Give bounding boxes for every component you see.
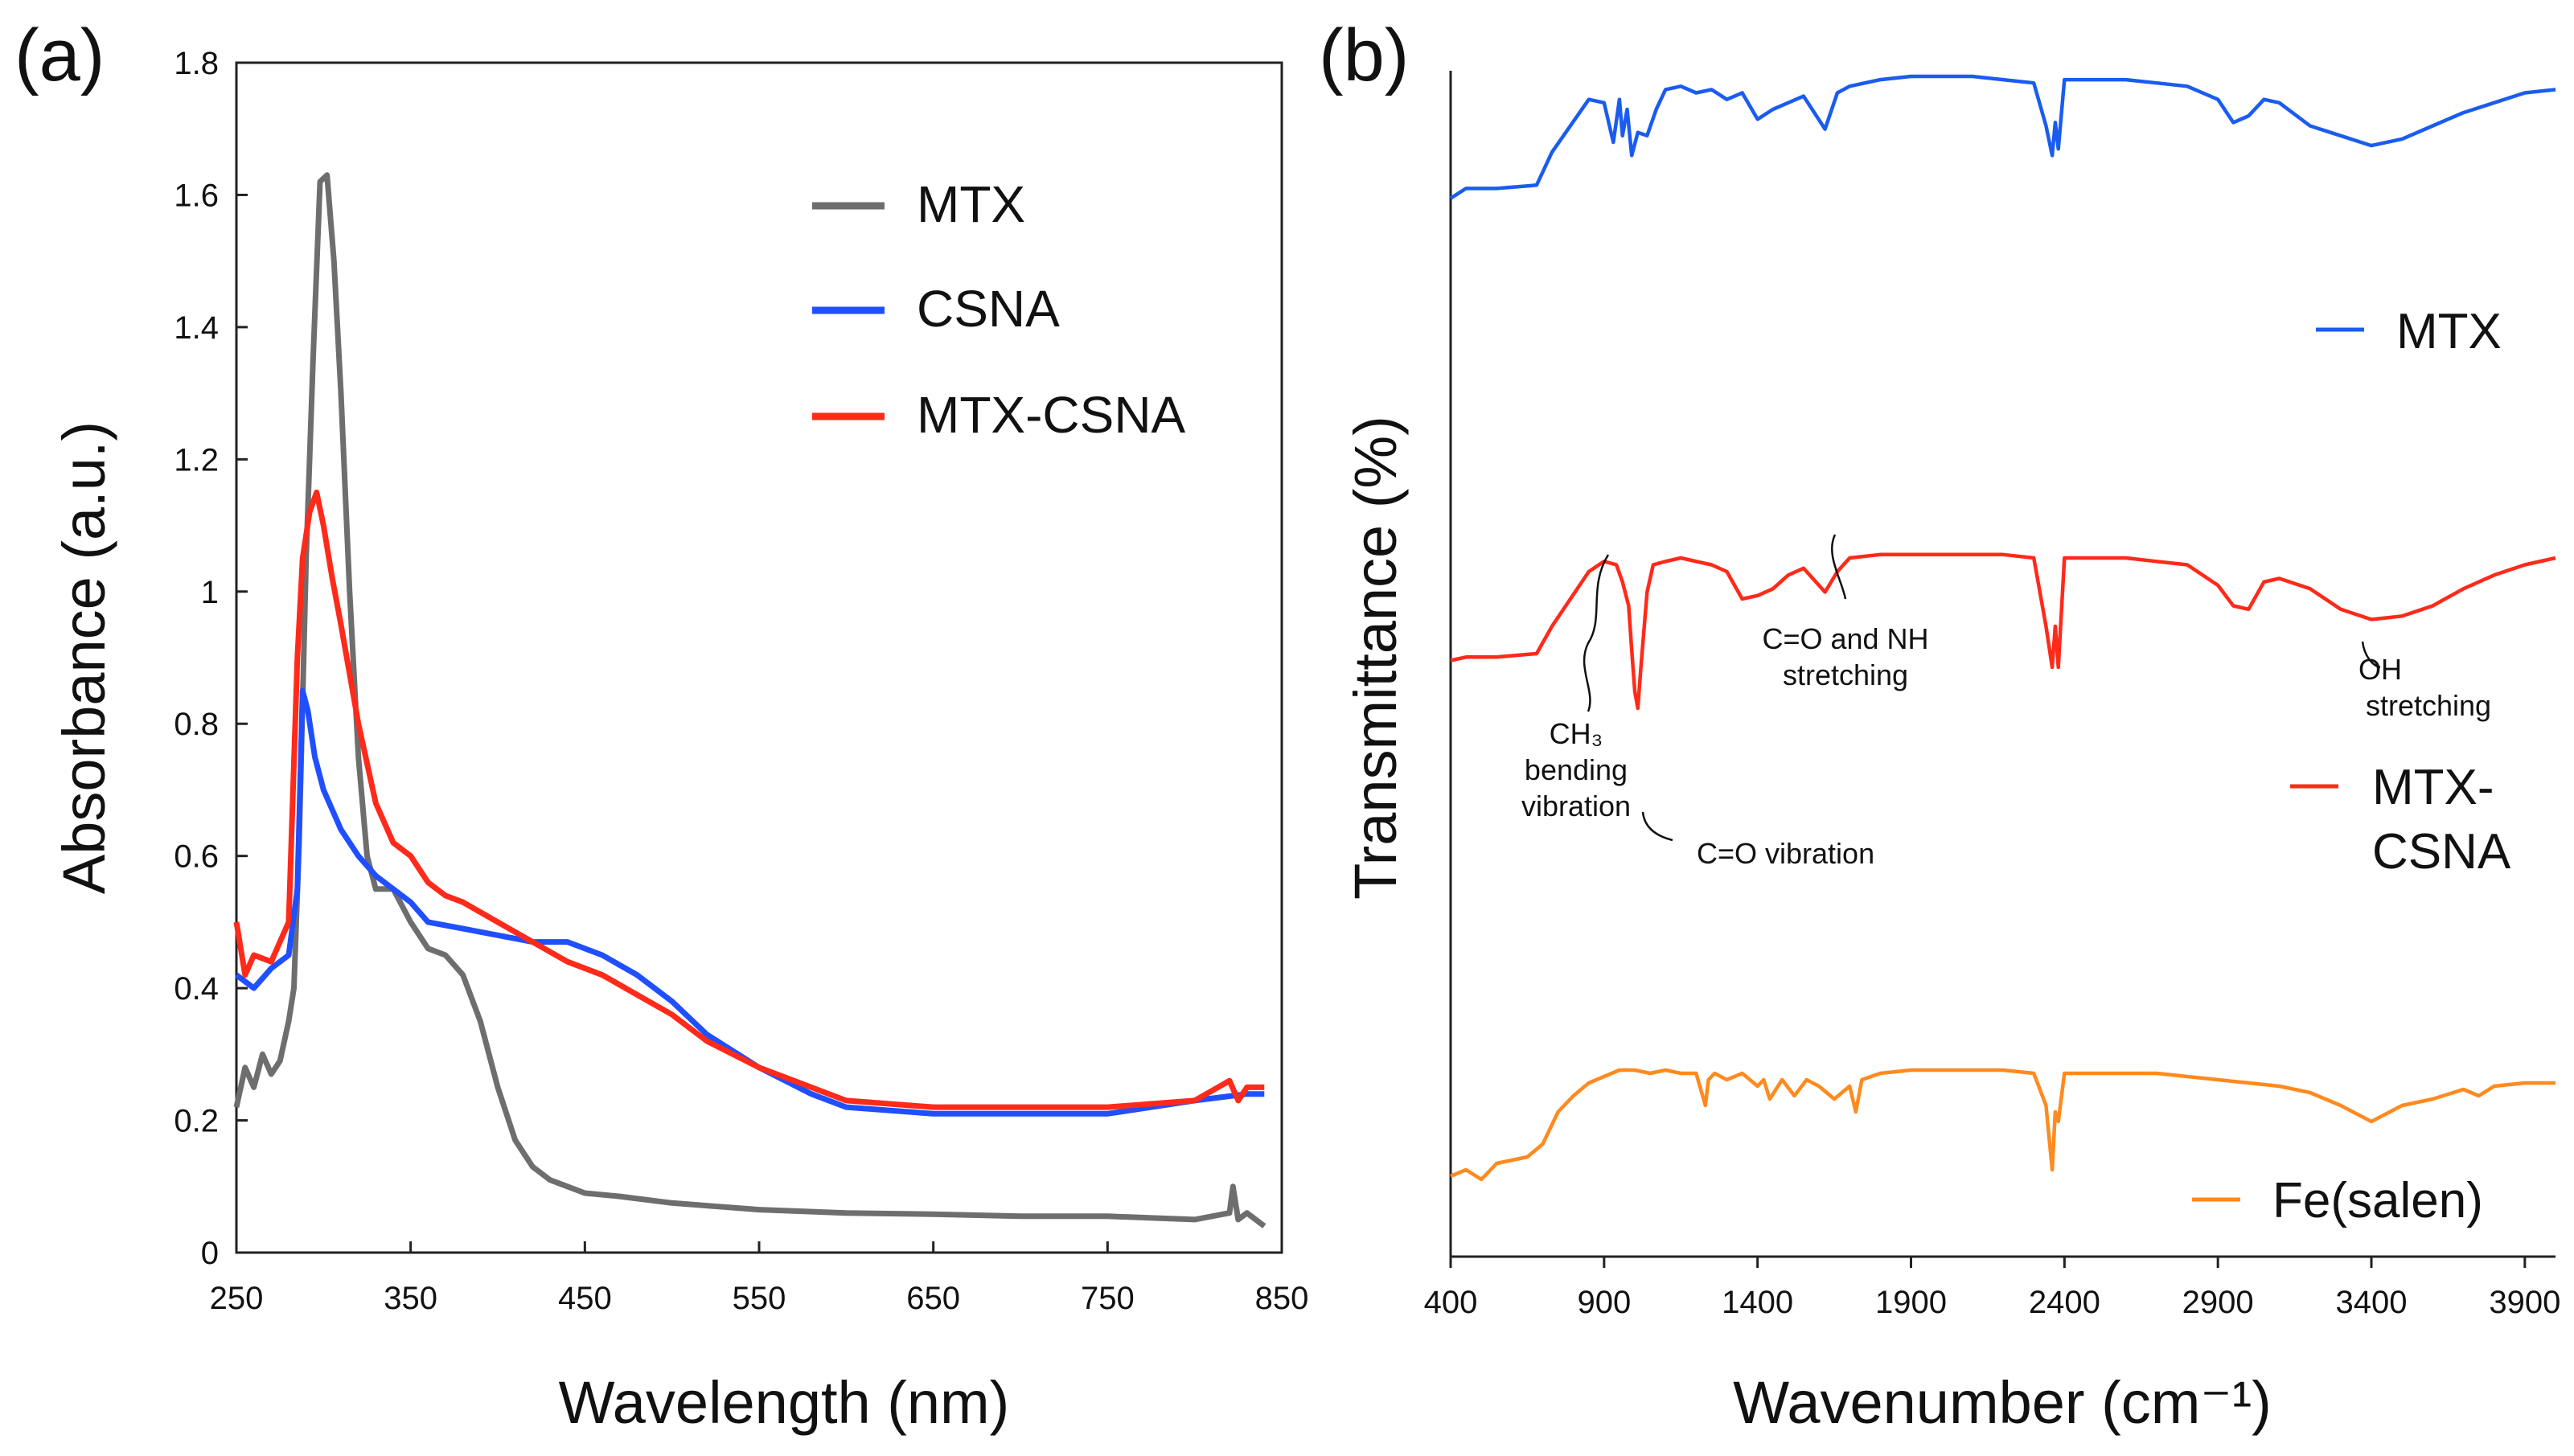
co-nh-leader-line	[1831, 534, 1847, 600]
b-series-line-fe-salen-	[1450, 1068, 2556, 1182]
a-xtick-label: 450	[558, 1281, 612, 1316]
co-vibration-label: C=O vibration	[1697, 837, 1874, 870]
panel-a-legend: MTX CSNA MTX-CSNA	[812, 175, 1186, 444]
a-xtick-label: 550	[733, 1281, 786, 1316]
b-xtick-label: 3900	[2489, 1285, 2560, 1320]
oh-label-line1: OH	[2358, 653, 2402, 686]
a-xtick-label: 250	[210, 1281, 264, 1316]
panel-a-y-axis-label: Absorbance (a.u.)	[51, 421, 117, 894]
a-ytick-label: 0.4	[174, 971, 219, 1007]
panel-b-x-axis-label: Wavenumber (cm⁻¹)	[1733, 1369, 2272, 1436]
panel-a-x-ticks: 250 350 450 550 650 750 850	[210, 1241, 1309, 1316]
panel-a-label: (a)	[14, 14, 105, 96]
panel-b-x-ticks: 400 900 1400 1900 2400 2900 3400 3900	[1424, 1257, 2560, 1320]
ch3-label-line1: CH₃	[1550, 717, 1603, 750]
a-xtick-label: 850	[1255, 1281, 1309, 1316]
oh-leader-line	[2361, 641, 2381, 669]
panel-b-series	[1449, 74, 2556, 1182]
a-ytick-label: 0.6	[174, 839, 219, 875]
panel-a-x-axis-label: Wavelength (nm)	[559, 1369, 1010, 1436]
panel-a-series	[233, 172, 1266, 1228]
a-series-line-mtx	[233, 172, 1266, 1228]
co-vibration-leader-line	[1641, 811, 1673, 842]
panel-a-plot-frame	[235, 61, 1283, 1254]
b-xtick-label: 2900	[2182, 1285, 2254, 1320]
a-xtick-label: 650	[906, 1281, 960, 1316]
ch3-label-line2: bending	[1525, 753, 1628, 786]
a-ytick-label: 0.2	[174, 1104, 219, 1139]
legend-label-mtx-csna-b-line2: CSNA	[2372, 824, 2511, 880]
panel-b-label: (b)	[1319, 14, 1409, 96]
b-series-line-mtx	[1449, 74, 2556, 200]
legend-label-mtx-csna-b-line1: MTX-	[2372, 760, 2494, 815]
panel-a-y-ticks: 0 0.2 0.4 0.6 0.8 1 1.2 1.4 1.6 1.8	[174, 46, 248, 1271]
legend-label-mtx-b-text: MTX	[2396, 304, 2502, 359]
panel-a-absorbance-chart: (a) 0 0.2 0.4 0.6 0.8 1 1.2 1.4 1.6 1.8 250 350 450…	[14, 14, 1308, 1436]
a-series-line-mtx-csna	[233, 489, 1265, 1110]
b-xtick-label: 2400	[2029, 1285, 2100, 1320]
panel-b-transmittance-chart: (b) 400 900 1400 1900 2400 2900 3400 3900 Trans…	[1319, 14, 2560, 1436]
a-ytick-label: 1.4	[174, 310, 219, 346]
b-xtick-label: 1400	[1722, 1285, 1793, 1320]
b-xtick-label: 900	[1577, 1285, 1631, 1320]
a-xtick-label: 750	[1081, 1281, 1135, 1316]
a-ytick-label: 1.8	[174, 46, 219, 81]
panel-b-y-axis-label: Transmittance (%)	[1342, 416, 1409, 900]
a-ytick-label: 1.2	[174, 442, 219, 478]
co-nh-label-line1: C=O and NH	[1762, 622, 1928, 655]
a-ytick-label: 0.8	[174, 707, 219, 742]
ch3-label-line3: vibration	[1521, 790, 1631, 822]
legend-label-mtx: MTX	[917, 175, 1025, 233]
legend-label-mtx-csna: MTX-CSNA	[917, 386, 1186, 444]
a-xtick-label: 350	[384, 1281, 437, 1316]
b-xtick-label: 400	[1424, 1285, 1478, 1320]
panel-b-annotations: CH₃ bending vibration C=O vibration C=O …	[1521, 534, 2491, 870]
panel-b-legend: MTX MTX- CSNA Fe(salen)	[2192, 304, 2511, 1228]
ch3-leader-line	[1583, 554, 1610, 712]
b-xtick-label: 3400	[2336, 1285, 2408, 1320]
a-series-line-csna	[234, 687, 1265, 1117]
a-ytick-label: 1.6	[174, 178, 219, 213]
b-series-line-mtx-csna	[1450, 552, 2556, 711]
a-ytick-label: 1	[201, 575, 219, 610]
oh-label-line2: stretching	[2366, 689, 2491, 722]
b-xtick-label: 1900	[1875, 1285, 1947, 1320]
co-nh-label-line2: stretching	[1783, 658, 1908, 691]
legend-label-fe-salen: Fe(salen)	[2272, 1173, 2483, 1228]
legend-label-csna: CSNA	[917, 280, 1060, 338]
a-ytick-label: 0	[201, 1236, 219, 1271]
